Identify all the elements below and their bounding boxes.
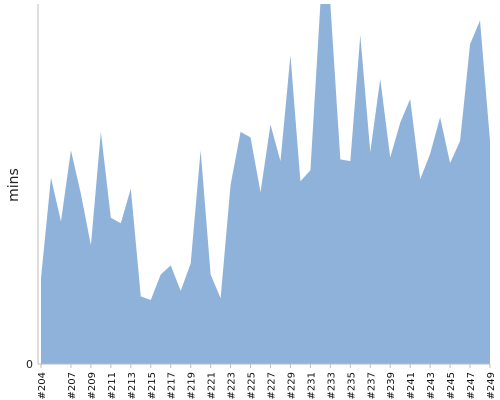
x-tick-label: #221: [207, 372, 218, 399]
x-tick-label: #239: [386, 372, 397, 399]
series-area: [41, 4, 490, 364]
x-tick-label: #213: [127, 372, 138, 399]
x-tick-label: #237: [366, 372, 377, 399]
x-tick-label: #223: [227, 372, 238, 399]
x-tick-label: #241: [406, 372, 417, 399]
x-tick-label: #209: [87, 372, 98, 399]
x-tick-label: #235: [346, 372, 357, 399]
x-tick-label: #227: [266, 372, 277, 399]
x-tick-label: #215: [147, 372, 158, 399]
x-tick-label: #247: [466, 372, 477, 399]
axis-layer: 0 #204 #207 #209 #211 #213 #215 #217 #219 #221 #22…: [26, 4, 497, 399]
x-tick-label: #204: [37, 372, 48, 399]
x-tick-label: #233: [326, 372, 337, 399]
x-tick-label: #243: [426, 372, 437, 399]
x-tick-label: #211: [107, 372, 118, 399]
x-tick-label: #245: [446, 372, 457, 399]
x-tick-label: #217: [167, 372, 178, 399]
x-tick-label: #219: [187, 372, 198, 399]
x-tick-label: #207: [67, 372, 78, 399]
x-tick-label: #231: [306, 372, 317, 399]
y-tick-label: 0: [26, 358, 33, 371]
plot-layer: [40, 3, 491, 364]
x-tick-label: #249: [486, 372, 497, 399]
x-tick-label: #229: [286, 372, 297, 399]
x-tick-label: #225: [247, 372, 258, 399]
y-axis-label: mins: [6, 168, 22, 202]
